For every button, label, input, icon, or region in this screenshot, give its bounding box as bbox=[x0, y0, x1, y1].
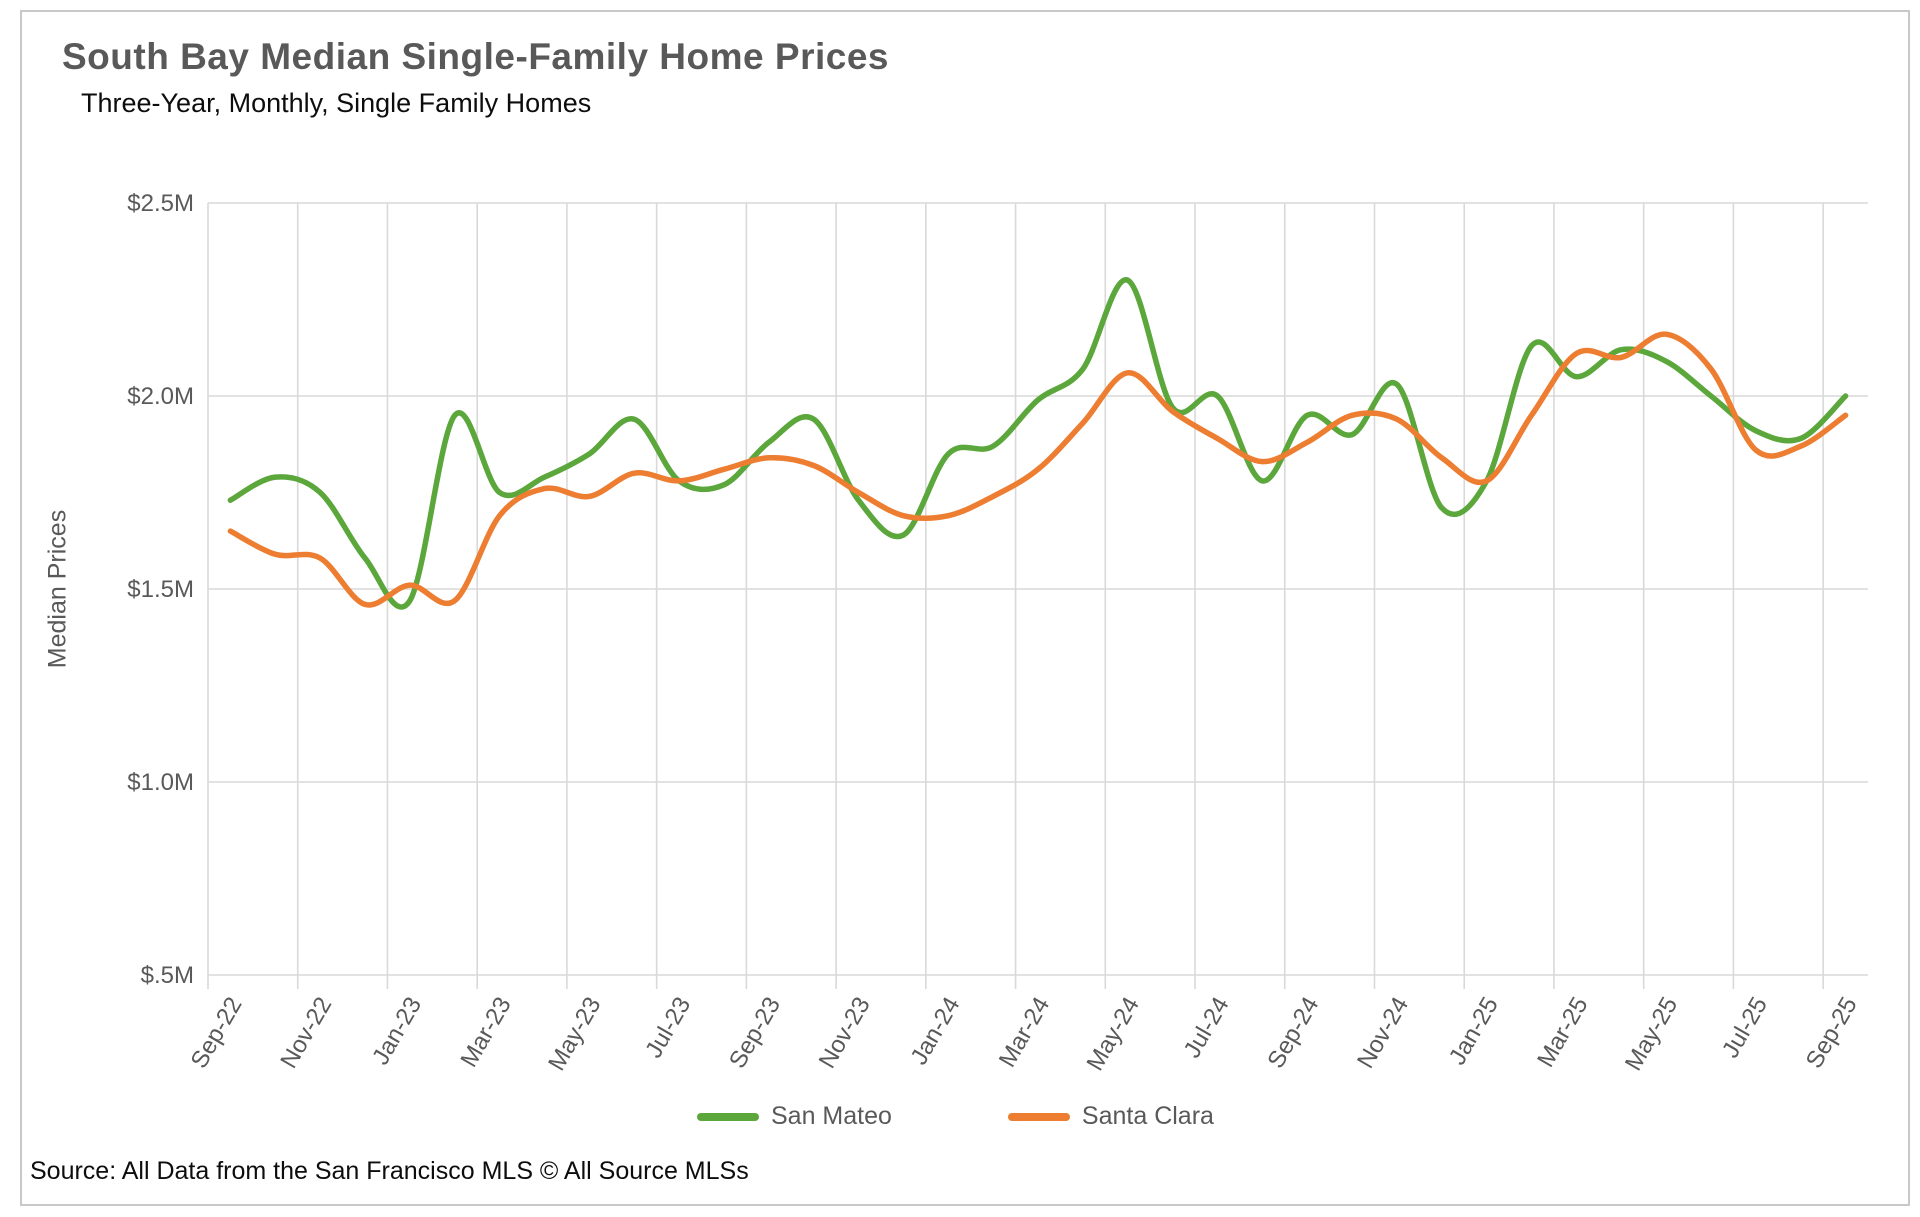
chart-title: South Bay Median Single-Family Home Pric… bbox=[62, 36, 889, 77]
x-tick-label: Nov-22 bbox=[275, 993, 337, 1074]
y-tick-label: $.5M bbox=[141, 962, 194, 989]
y-tick-label: $2.0M bbox=[127, 383, 194, 410]
x-tick-label: Jan-23 bbox=[367, 993, 427, 1070]
legend: San Mateo Santa Clara bbox=[697, 1102, 1214, 1131]
x-tick-label: Sep-23 bbox=[724, 993, 786, 1074]
legend-item-san-mateo: San Mateo bbox=[697, 1102, 892, 1131]
legend-item-santa-clara: Santa Clara bbox=[1007, 1102, 1214, 1131]
x-tick-label: Sep-25 bbox=[1801, 993, 1863, 1074]
x-tick-label: May-24 bbox=[1082, 993, 1145, 1076]
x-tick-label: Nov-23 bbox=[814, 993, 876, 1074]
x-tick-label: Nov-24 bbox=[1352, 993, 1414, 1074]
x-tick-label: Mar-25 bbox=[1532, 993, 1593, 1072]
x-tick-label: Mar-23 bbox=[455, 993, 516, 1072]
x-tick-label: Jan-25 bbox=[1444, 993, 1504, 1070]
x-tick-label: Jan-24 bbox=[905, 993, 965, 1070]
x-tick-label: Jul-23 bbox=[640, 993, 696, 1063]
x-tick-label: Jul-24 bbox=[1179, 993, 1235, 1063]
x-tick-label: May-25 bbox=[1620, 993, 1683, 1076]
x-tick-label: Mar-24 bbox=[994, 993, 1055, 1072]
series-line-san-mateo bbox=[227, 277, 1849, 610]
y-tick-label: $1.0M bbox=[127, 769, 194, 796]
y-tick-label: $2.5M bbox=[127, 190, 194, 217]
chart-subtitle: Three-Year, Monthly, Single Family Homes bbox=[81, 88, 592, 118]
x-tick-label: May-23 bbox=[543, 993, 606, 1076]
source-note: Source: All Data from the San Francisco … bbox=[30, 1157, 749, 1185]
x-tick-label: Sep-22 bbox=[186, 993, 248, 1074]
legend-label-san-mateo: San Mateo bbox=[771, 1102, 892, 1130]
y-tick-label: $1.5M bbox=[127, 576, 194, 603]
legend-swatch-santa-clara bbox=[1007, 1112, 1070, 1121]
series-line-santa-clara bbox=[227, 331, 1849, 608]
x-tick-label: Jul-25 bbox=[1717, 993, 1773, 1063]
x-tick-label: Sep-24 bbox=[1262, 993, 1324, 1074]
legend-swatch-san-mateo bbox=[697, 1112, 759, 1121]
chart-frame bbox=[20, 10, 1910, 1206]
legend-label-santa-clara: Santa Clara bbox=[1081, 1102, 1214, 1130]
